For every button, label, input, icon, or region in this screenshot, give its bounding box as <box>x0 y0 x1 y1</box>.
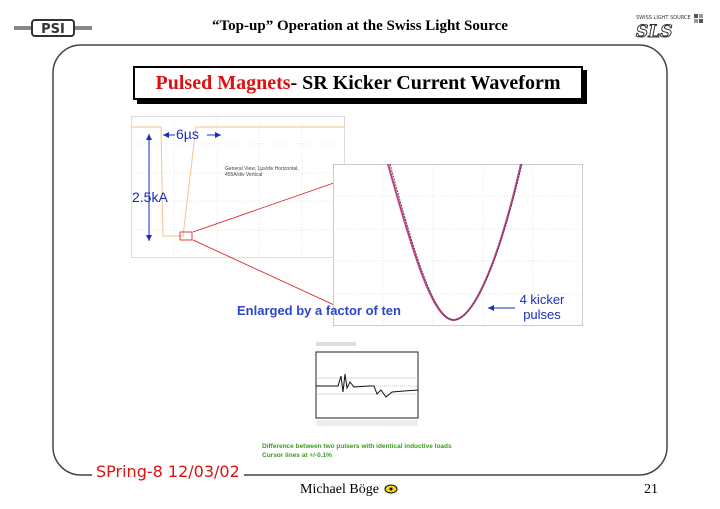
kicker-pulses-label: 4 kicker pulses <box>512 292 572 322</box>
bird-icon <box>384 484 398 494</box>
general-view-caption: General View, 1µs/div Horizontal, 455A/d… <box>225 166 325 178</box>
difference-note-line2: Cursor lines at +/-0.1% <box>262 452 332 459</box>
general-view-caption-line2: 455A/div Vertical <box>225 172 263 178</box>
psi-logo: PSI <box>14 19 92 37</box>
kicker-pulses-line2: pulses <box>523 307 561 322</box>
footer-author-name: Michael Böge <box>300 482 379 497</box>
footer-conference: SPring-8 12/03/02 <box>92 462 244 481</box>
kicker-pulses-line1: 4 kicker <box>519 292 565 307</box>
slide-title-highlight: Pulsed Magnets <box>155 71 291 94</box>
svg-text:PSI: PSI <box>41 22 65 37</box>
general-view-caption-line1: General View, 1µs/div Horizontal, <box>225 166 299 172</box>
slide-title: Pulsed Magnets - SR Kicker Current Wavef… <box>133 66 583 100</box>
sls-logo: SWISS LIGHT SOURCE SLS <box>636 14 703 39</box>
general-view-scope <box>131 116 345 258</box>
enlarged-scope <box>333 164 583 326</box>
svg-text:SWISS LIGHT SOURCE: SWISS LIGHT SOURCE <box>636 15 691 21</box>
difference-note-line1: Difference between two pulsers with iden… <box>262 443 452 450</box>
svg-text:SLS: SLS <box>636 22 673 39</box>
page-number: 21 <box>644 482 658 497</box>
enlarged-label: Enlarged by a factor of ten <box>237 303 401 318</box>
amplitude-label: 2.5kA <box>132 189 168 205</box>
pulse-width-label: 6µs <box>176 126 199 142</box>
footer-author: Michael Böge <box>300 482 398 498</box>
difference-scope <box>314 342 420 428</box>
slide-title-rest: - SR Kicker Current Waveform <box>290 71 561 94</box>
header-title: “Top-up” Operation at the Swiss Light So… <box>212 18 508 34</box>
slide-frame <box>52 44 668 476</box>
